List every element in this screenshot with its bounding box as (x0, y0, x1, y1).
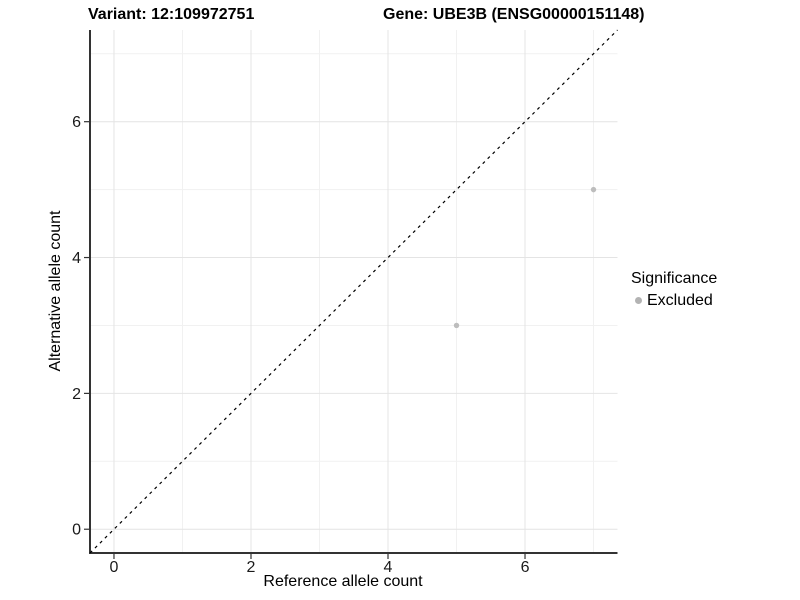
legend: Significance Excluded (631, 269, 717, 310)
y-tick-label: 6 (72, 114, 81, 131)
legend-point-icon (635, 297, 642, 305)
data-point (453, 322, 460, 329)
plot-title-gene: Gene: UBE3B (ENSG00000151148) (383, 6, 645, 23)
y-tick-label: 0 (72, 522, 81, 539)
data-point (590, 186, 597, 193)
x-tick-label: 2 (247, 559, 256, 576)
x-tick-label: 4 (384, 559, 393, 576)
x-axis-title: Reference allele count (263, 573, 423, 590)
identity-line (89, 29, 618, 554)
y-tick-label: 2 (72, 386, 81, 403)
legend-entry: Excluded (631, 291, 717, 310)
legend-title: Significance (631, 270, 718, 287)
legend-entry-label: Excluded (647, 292, 713, 310)
y-tick-label: 4 (72, 250, 81, 267)
plot-title-variant: Variant: 12:109972751 (88, 6, 255, 23)
y-axis-title: Alternative allele count (47, 210, 64, 372)
x-tick-label: 0 (110, 559, 119, 576)
x-tick-label: 6 (521, 559, 530, 576)
